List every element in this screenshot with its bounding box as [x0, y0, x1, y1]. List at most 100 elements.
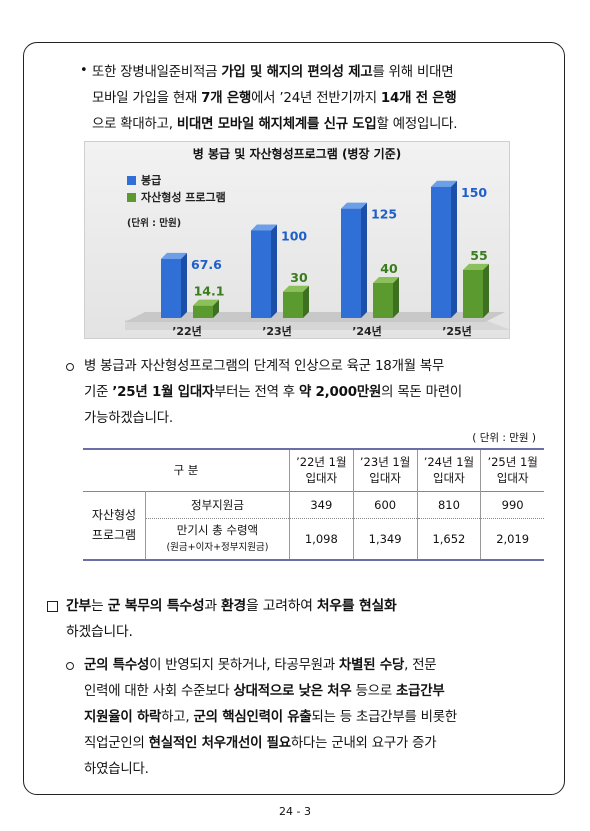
- bold-text: 군의 특수성: [84, 658, 150, 673]
- text-run: 부터는 전역 후: [214, 385, 299, 400]
- bar-side: [181, 252, 187, 318]
- para4-line4: 직업군인의 현실적인 처우개선이 필요하다는 군내외 요구가 증가: [84, 731, 437, 757]
- legend-swatch: [127, 176, 136, 185]
- text-run: 하겠습니다.: [66, 624, 133, 640]
- legend-label: 봉급: [141, 174, 161, 187]
- data-label: 55: [470, 248, 487, 263]
- bold-text: 7개 은행: [201, 91, 252, 106]
- x-tick-label: ’24년: [352, 324, 382, 338]
- bold-text: 비대면 모바일 해지체계를 신규 도입: [176, 117, 377, 132]
- text-run: 하고,: [161, 710, 194, 725]
- x-tick-label: ’22년: [172, 324, 202, 338]
- bold-text: ’25년 1월 입대자: [112, 385, 215, 400]
- row-label: 정부지원금: [145, 491, 290, 518]
- table-group-label: 자산형성 프로그램: [83, 491, 146, 561]
- text-run: 에서 ’24년 전반기까지: [251, 91, 381, 106]
- bold-text: 차별된 수당: [339, 658, 405, 673]
- bold-text: 군의 핵심인력이 유출: [193, 710, 312, 725]
- table-cell: 1,652: [417, 518, 482, 560]
- bar: [431, 186, 451, 318]
- data-label: 30: [290, 270, 308, 285]
- text-run: 기준: [84, 385, 113, 400]
- table-unit: ( 단위 : 만원 ): [472, 432, 536, 444]
- bar: [193, 305, 213, 318]
- data-label: 67.6: [191, 257, 222, 272]
- x-tick-label: ’25년: [442, 324, 472, 338]
- table-col-header: ’24년 1월 입대자: [417, 449, 482, 491]
- bar: [341, 208, 361, 318]
- text-run: 되는 등 초급간부를 비롯한: [311, 710, 458, 725]
- page-frame: [23, 42, 565, 795]
- text-run: 이 반영되지 못하거나, 타공무원과: [149, 658, 340, 673]
- bar-side: [393, 277, 399, 318]
- data-label: 14.1: [194, 284, 225, 299]
- text-run: 과: [204, 598, 222, 614]
- bar-top: [341, 202, 367, 209]
- para2-line3: 가능하겠습니다.: [84, 406, 173, 432]
- data-label: 150: [461, 185, 487, 200]
- table-cell: 990: [501, 497, 524, 512]
- chart-floor: [125, 320, 511, 330]
- bar-side: [213, 299, 219, 318]
- para3-line2: 하겠습니다.: [66, 619, 133, 645]
- text-run: , 전문: [404, 658, 437, 673]
- bold-text: 환경: [221, 598, 247, 614]
- x-tick-label: ’23년: [262, 324, 292, 338]
- text-run: 병 봉급과 자산형성프로그램의 단계적 인상으로 육군 18개월 복무: [84, 359, 445, 374]
- table-cell: 349: [289, 491, 354, 518]
- para3-line1: 간부는 군 복무의 특수성과 환경을 고려하여 처우를 현실화: [66, 593, 397, 619]
- chart-title: 병 봉급 및 자산형성프로그램 (병장 기준): [192, 147, 402, 161]
- table-row: 자산형성 프로그램 정부지원금 349 600 810 990: [83, 491, 544, 561]
- table-cell: 600: [353, 491, 418, 518]
- text-run: 등으로: [351, 684, 397, 699]
- para4-line2: 인력에 대한 사회 수준보다 상대적으로 낮은 처우 등으로 초급간부: [84, 679, 445, 705]
- data-label: 40: [380, 261, 398, 276]
- bar-side: [271, 224, 277, 318]
- bold-text: 간부: [66, 598, 91, 614]
- text-run: 를 위해 비대면: [372, 65, 454, 80]
- bar-top: [161, 252, 187, 259]
- text-run: 하였습니다.: [84, 762, 149, 777]
- bold-text: 가입 및 해지의 편의성 제고: [221, 65, 373, 80]
- para4-line5: 하였습니다.: [84, 757, 149, 783]
- data-label: 125: [371, 207, 397, 222]
- bold-text: 상대적으로 낮은 처우: [233, 684, 352, 699]
- table-row: 만기시 총 수령액 (원금+이자+정부지원금) 1,098 1,349 1,652…: [83, 518, 544, 560]
- para1-line2: 모바일 가입을 현재 7개 은행에서 ’24년 전반기까지 14개 전 은행: [92, 86, 457, 112]
- data-label: 100: [281, 229, 307, 244]
- bar-side: [303, 285, 309, 318]
- circle-bullet: [66, 363, 74, 371]
- text-run: 직업군인의: [84, 736, 149, 751]
- para1-line3: 으로 확대하고, 비대면 모바일 해지체계를 신규 도입할 예정입니다.: [92, 112, 458, 138]
- table-cell: 1,098: [289, 518, 354, 560]
- bar: [373, 283, 393, 318]
- chart-floor-top: [125, 312, 505, 322]
- bar-top: [251, 224, 277, 231]
- text-run: 의 목돈 마련이: [381, 385, 462, 400]
- bold-text: 약 2,000만원: [298, 385, 382, 400]
- bold-text: 14개 전 은행: [380, 91, 457, 106]
- para2-line2: 기준 ’25년 1월 입대자부터는 전역 후 약 2,000만원의 목돈 마련이: [84, 380, 462, 406]
- text-run: 할 예정입니다.: [376, 117, 458, 132]
- table-cell: 1,349: [353, 518, 418, 560]
- chart-unit-label: (단위 : 만원): [127, 217, 181, 229]
- bar-side: [361, 202, 367, 318]
- bar: [283, 291, 303, 318]
- table-col-header: ’25년 1월 입대자: [487, 455, 538, 486]
- text-run: 또한 장병내일준비적금: [92, 65, 222, 80]
- page-number: 24 - 3: [279, 805, 311, 818]
- bar-top: [193, 299, 219, 306]
- bullet-dot: •: [80, 63, 88, 78]
- bold-text: 군 복무의 특수성: [107, 598, 205, 614]
- text-run: 하다는 군내외 요구가 증가: [290, 736, 437, 751]
- text-run: 는: [91, 598, 108, 614]
- circle-bullet: [66, 662, 74, 670]
- para4-line3: 지원율이 하락하고, 군의 핵심인력이 유출되는 등 초급간부를 비롯한: [84, 705, 457, 731]
- para1-line1: 또한 장병내일준비적금 가입 및 해지의 편의성 제고를 위해 비대면: [92, 60, 454, 86]
- table-col-header: ’22년 1월 입대자: [289, 449, 354, 491]
- text-run: 인력에 대한 사회 수준보다: [84, 684, 234, 699]
- bold-text: 처우를 현실화: [316, 598, 397, 614]
- para2-line1: 병 봉급과 자산형성프로그램의 단계적 인상으로 육군 18개월 복무: [84, 354, 444, 380]
- legend-swatch: [127, 193, 136, 202]
- table-cell: 810: [417, 491, 482, 518]
